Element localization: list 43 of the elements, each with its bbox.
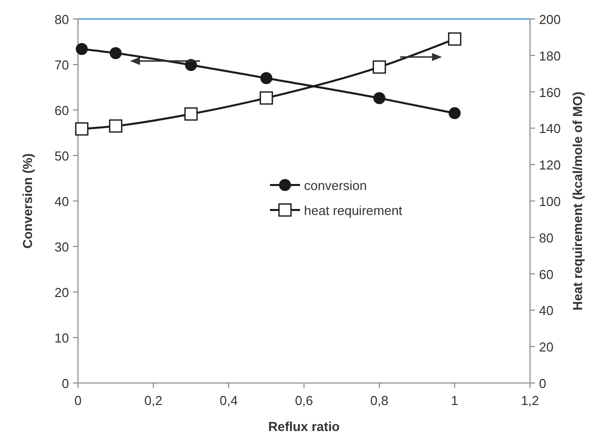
y-tick-label: 70 <box>54 58 69 72</box>
y-tick-label: 60 <box>54 103 69 118</box>
y-tick-label: 10 <box>54 330 69 346</box>
point <box>373 92 386 104</box>
point <box>448 32 462 46</box>
y2-tick-label: 0 <box>539 376 546 391</box>
legend-label: conversion <box>304 178 367 193</box>
y2-axis-title: Heat requirement (kcal/mole of MO) <box>570 92 585 310</box>
y2-tick-label: 100 <box>539 194 561 209</box>
y2-tick-label: 200 <box>539 12 561 27</box>
y-tick-label: 40 <box>54 194 69 209</box>
y2-tick-label: 140 <box>539 121 561 136</box>
y-tick-label: 50 <box>54 148 69 164</box>
point <box>448 107 461 120</box>
y2-tick-label: 160 <box>539 84 561 100</box>
y-tick-label: 20 <box>54 285 69 300</box>
y-tick-label: 0 <box>62 376 69 391</box>
y2-tick-label: 60 <box>539 266 554 282</box>
y-axis-title: Conversion (%) <box>20 153 35 249</box>
x-tick-label: 1,2 <box>520 393 540 408</box>
point <box>184 107 198 121</box>
y-tick-label: 30 <box>54 240 69 254</box>
x-tick-label: 0,4 <box>220 393 238 408</box>
point <box>260 72 272 84</box>
x-axis-title: Reflux ratio <box>268 419 340 434</box>
x-tick-label: 0,6 <box>294 393 314 408</box>
x-tick-label: 1 <box>451 393 458 408</box>
x-tick-label: 0,8 <box>370 393 388 408</box>
x-tick-label: 0,2 <box>144 393 162 408</box>
x-tick-label: 0 <box>74 393 82 408</box>
point <box>75 122 88 136</box>
y2-tick-label: 20 <box>539 340 554 355</box>
point <box>76 43 88 56</box>
point <box>372 60 386 74</box>
y-tick-label: 80 <box>54 12 69 27</box>
point <box>110 47 122 60</box>
y2-tick-label: 40 <box>539 303 554 318</box>
point <box>260 91 273 105</box>
legend-label: heat requirement <box>304 203 403 218</box>
y2-tick-label: 120 <box>539 158 561 173</box>
point <box>109 119 122 133</box>
y2-tick-label: 180 <box>539 48 561 64</box>
y2-tick-label: 80 <box>539 230 554 246</box>
